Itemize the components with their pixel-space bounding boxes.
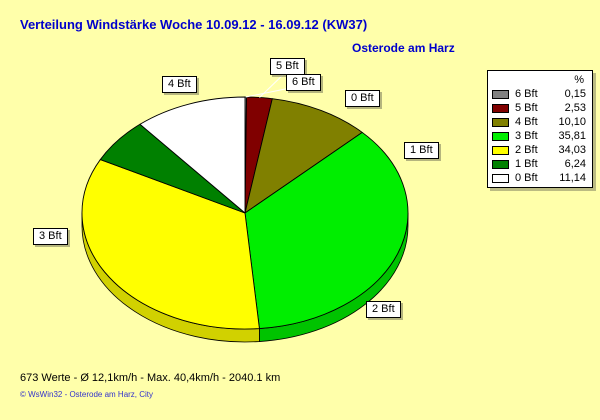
legend-value: 6,24 — [564, 158, 586, 170]
pie-slice-2-bft — [81, 159, 260, 330]
station-subtitle: Osterode am Harz — [352, 41, 455, 55]
legend: % 6 Bft 0,15 5 Bft 2,53 4 Bft 10,10 3 Bft 35,81… — [487, 70, 593, 188]
legend-swatch — [492, 103, 509, 113]
legend-label: 1 Bft — [515, 158, 538, 170]
legend-rows: 6 Bft 0,15 5 Bft 2,53 4 Bft 10,10 3 Bft 35,81 2 … — [492, 87, 588, 185]
legend-value: 10,10 — [558, 116, 586, 128]
callout-2bft: 2 Bft — [366, 301, 401, 318]
legend-swatch — [492, 89, 509, 99]
callout-0bft: 0 Bft — [345, 90, 380, 107]
legend-header-percent: % — [574, 74, 584, 86]
legend-label: 3 Bft — [515, 130, 538, 142]
footer-stats: 673 Werte - Ø 12,1km/h - Max. 40,4km/h -… — [20, 372, 281, 384]
pie-slice-0-bft — [139, 96, 246, 214]
legend-label: 2 Bft — [515, 144, 538, 156]
footer-copyright: © WsWin32 - Osterode am Harz, City — [20, 390, 154, 399]
legend-swatch — [492, 159, 509, 169]
legend-item: 4 Bft 10,10 — [492, 115, 588, 129]
pie-slices — [81, 96, 409, 330]
legend-item: 6 Bft 0,15 — [492, 87, 588, 101]
legend-item: 1 Bft 6,24 — [492, 157, 588, 171]
legend-swatch — [492, 131, 509, 141]
callout-4bft: 4 Bft — [162, 76, 197, 93]
callout-3bft: 3 Bft — [33, 228, 68, 245]
legend-value: 34,03 — [558, 144, 586, 156]
pie-slice-4-bft — [244, 98, 363, 214]
page-title: Verteilung Windstärke Woche 10.09.12 - 1… — [20, 17, 368, 32]
legend-swatch — [492, 173, 509, 183]
legend-value: 35,81 — [558, 130, 586, 142]
legend-value: 2,53 — [564, 102, 586, 114]
legend-item: 5 Bft 2,53 — [492, 101, 588, 115]
legend-item: 3 Bft 35,81 — [492, 129, 588, 143]
callout-5bft: 5 Bft — [270, 58, 305, 75]
callout-6bft: 6 Bft — [286, 74, 321, 91]
callout-1bft: 1 Bft — [404, 142, 439, 159]
legend-item: 2 Bft 34,03 — [492, 143, 588, 157]
legend-swatch — [492, 117, 509, 127]
legend-label: 6 Bft — [515, 88, 538, 100]
legend-label: 4 Bft — [515, 116, 538, 128]
legend-label: 5 Bft — [515, 102, 538, 114]
legend-value: 0,15 — [564, 88, 586, 100]
legend-value: 11,14 — [559, 172, 586, 184]
legend-swatch — [492, 145, 509, 155]
legend-item: 0 Bft 11,14 — [492, 171, 588, 185]
legend-label: 0 Bft — [515, 172, 538, 184]
pie-slice-3-bft — [244, 131, 409, 329]
